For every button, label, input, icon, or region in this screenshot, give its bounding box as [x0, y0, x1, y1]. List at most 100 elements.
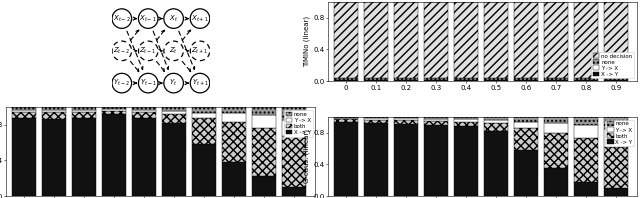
Bar	[484, 78, 508, 80]
Text: $X_{t-1}$: $X_{t-1}$	[140, 13, 157, 24]
Circle shape	[164, 73, 184, 93]
Bar	[364, 2, 388, 78]
Circle shape	[190, 9, 210, 28]
Bar	[334, 80, 358, 81]
Bar	[484, 131, 508, 196]
Text: $Y_{t-2}$: $Y_{t-2}$	[113, 78, 131, 88]
Bar	[193, 112, 216, 118]
Bar	[454, 119, 478, 122]
Circle shape	[138, 73, 158, 93]
Bar	[514, 122, 538, 128]
Bar	[604, 147, 628, 188]
Bar	[163, 111, 186, 114]
Bar	[334, 2, 358, 78]
Bar	[574, 138, 598, 182]
Bar	[102, 111, 127, 114]
Bar	[604, 188, 628, 196]
Text: $Z_{t-2}$: $Z_{t-2}$	[113, 46, 131, 56]
Legend: none, Y -> X, both, X -> Y: none, Y -> X, both, X -> Y	[284, 110, 313, 137]
Bar	[544, 80, 568, 81]
Bar	[42, 107, 67, 110]
Circle shape	[164, 9, 184, 28]
Bar	[72, 107, 97, 110]
Bar	[514, 80, 538, 81]
Bar	[223, 122, 246, 162]
Text: $Z_{t+1}$: $Z_{t+1}$	[191, 46, 209, 56]
Bar	[484, 80, 508, 81]
Bar	[132, 110, 156, 112]
Bar	[223, 107, 246, 113]
Bar	[514, 78, 538, 80]
Circle shape	[190, 41, 210, 61]
Bar	[394, 118, 418, 120]
Bar	[223, 113, 246, 122]
Bar	[454, 80, 478, 81]
Text: $Z_t$: $Z_t$	[169, 46, 178, 56]
Bar	[364, 80, 388, 81]
Bar	[132, 107, 156, 110]
Circle shape	[190, 73, 210, 93]
Bar	[72, 118, 97, 196]
Bar	[394, 2, 418, 78]
Bar	[223, 162, 246, 196]
Circle shape	[112, 41, 132, 61]
Bar	[252, 176, 276, 196]
Bar	[574, 2, 598, 78]
Legend: none, Y -> X, both, X -> Y: none, Y -> X, both, X -> Y	[605, 120, 634, 146]
Bar	[394, 80, 418, 81]
Circle shape	[138, 9, 158, 28]
Bar	[282, 136, 307, 187]
Bar	[454, 2, 478, 78]
Bar	[574, 117, 598, 125]
Bar	[102, 107, 127, 109]
Bar	[544, 78, 568, 80]
Bar	[574, 80, 598, 81]
Bar	[132, 118, 156, 196]
Bar	[163, 114, 186, 123]
Text: $X_{t-2}$: $X_{t-2}$	[113, 13, 131, 24]
Bar	[544, 123, 568, 133]
Circle shape	[164, 41, 184, 61]
Circle shape	[112, 73, 132, 93]
Bar	[604, 129, 628, 147]
Bar	[514, 2, 538, 78]
Bar	[484, 123, 508, 131]
Bar	[394, 120, 418, 124]
Bar	[42, 112, 67, 119]
Bar	[282, 120, 307, 136]
Bar	[424, 78, 448, 80]
Bar	[42, 119, 67, 196]
Bar	[544, 2, 568, 78]
Bar	[334, 78, 358, 80]
Bar	[334, 118, 358, 119]
Bar	[72, 112, 97, 118]
Bar	[12, 112, 36, 118]
Bar	[574, 78, 598, 80]
Bar	[72, 110, 97, 112]
Bar	[42, 110, 67, 112]
Bar	[484, 117, 508, 120]
Bar	[193, 107, 216, 112]
Text: $Y_{t-1}$: $Y_{t-1}$	[140, 78, 157, 88]
Bar	[544, 117, 568, 123]
Bar	[394, 124, 418, 196]
Bar	[424, 2, 448, 78]
Bar	[282, 187, 307, 196]
Circle shape	[112, 9, 132, 28]
Bar	[424, 80, 448, 81]
Bar	[102, 114, 127, 196]
Bar	[484, 120, 508, 123]
Bar	[12, 107, 36, 110]
Bar	[364, 78, 388, 80]
Legend: no decision, none, Y -> X, X -> Y: no decision, none, Y -> X, X -> Y	[591, 52, 634, 78]
Bar	[334, 122, 358, 196]
Bar	[364, 120, 388, 123]
Bar	[604, 2, 628, 78]
Bar	[193, 145, 216, 196]
Bar	[544, 133, 568, 168]
Bar	[12, 110, 36, 112]
Bar	[454, 122, 478, 126]
Bar	[424, 119, 448, 121]
Text: $Y_{t+1}$: $Y_{t+1}$	[191, 78, 209, 88]
Bar	[604, 80, 628, 81]
